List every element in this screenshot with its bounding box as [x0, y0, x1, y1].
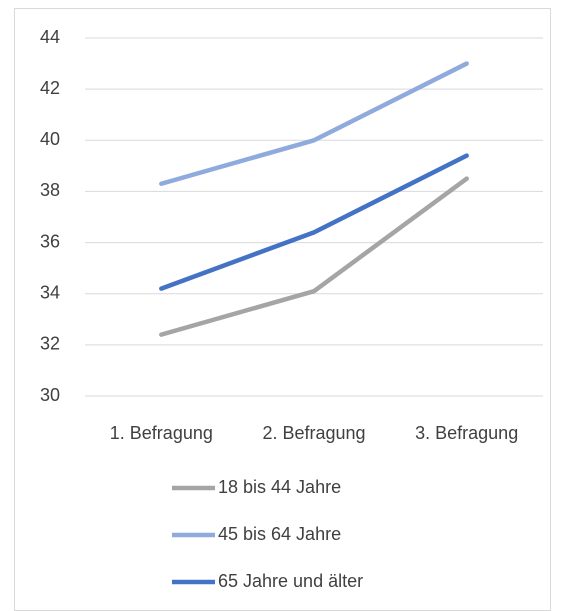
y-tick-label: 40 [40, 129, 60, 149]
y-tick-label: 44 [40, 27, 60, 47]
legend-label: 45 bis 64 Jahre [218, 524, 341, 544]
series-line [159, 61, 469, 187]
y-tick-label: 34 [40, 282, 60, 302]
y-tick-label: 32 [40, 334, 60, 354]
series-line [159, 153, 469, 291]
y-tick-label: 36 [40, 231, 60, 251]
legend-label: 65 Jahre und älter [218, 571, 363, 591]
x-tick-label: 2. Befragung [262, 423, 365, 443]
chart-border [14, 8, 551, 611]
x-tick-label: 1. Befragung [110, 423, 213, 443]
x-tick-label: 3. Befragung [415, 423, 518, 443]
series-line [159, 176, 469, 337]
y-tick-label: 30 [40, 385, 60, 405]
y-tick-label: 42 [40, 78, 60, 98]
legend-label: 18 bis 44 Jahre [218, 477, 341, 497]
y-tick-label: 38 [40, 180, 60, 200]
